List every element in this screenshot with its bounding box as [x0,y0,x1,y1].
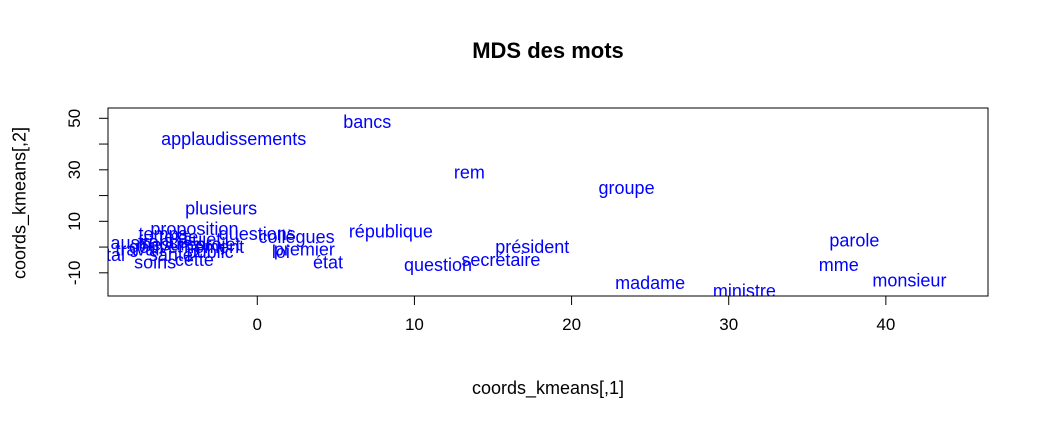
word-label-total: total [91,245,125,265]
y-tick-label: 50 [65,109,84,128]
word-label-sujet: sujet [183,229,221,249]
word-label-loi: loi [272,242,290,262]
word-label-république: république [349,222,433,242]
x-tick-label: 20 [562,315,581,334]
word-label-applaudissements: applaudissements [161,129,306,149]
word-label-groupe: groupe [599,178,655,198]
word-label-parole: parole [829,231,879,251]
x-tick-label: 30 [719,315,738,334]
word-label-mme: mme [819,255,859,275]
x-tick-label: 10 [405,315,424,334]
word-label-ministre: ministre [713,281,776,301]
word-label-travail: travail [115,240,163,260]
word-label-collègues: collègues [259,227,335,247]
word-label-france: france [138,232,188,252]
word-label-soins: soins [134,253,176,273]
x-tick-label: 40 [876,315,895,334]
word-label-gouvernement: gouvernement [129,237,244,257]
word-label-proposition: proposition [150,219,238,239]
word-label-aussi: aussi [111,233,153,253]
word-labels-group: bancs applaudissements rem groupe plusieurs r… [91,112,946,301]
word-label-plusieurs: plusieurs [185,198,257,218]
x-tick-label: 0 [253,315,262,334]
x-axis-label: coords_kmeans[,1] [471,378,625,398]
word-label-madame: madame [615,273,685,293]
word-label-rem: rem [454,162,485,182]
word-label-secrétaire: secrétaire [461,250,540,270]
word-label-monsieur: monsieur [872,271,946,291]
word-label-état: état [313,253,343,273]
word-label-santé: santé [149,245,193,265]
word-label-bancs: bancs [343,112,391,132]
word-label-président: président [495,237,569,257]
axes-group: 0 10 20 30 40 -10 10 30 50 [65,109,895,334]
plot-frame [107,107,989,297]
word-label-public: public [187,242,234,262]
y-tick-label: 30 [65,160,84,179]
y-tick-label: 10 [65,212,84,231]
chart-title: MDS des mots [472,38,624,63]
word-label-projet: projet [195,234,240,254]
word-label-questions: questions [219,224,296,244]
word-label-texte: texte [159,227,198,247]
word-label-temps: temps [138,224,187,244]
word-label-question: question [404,255,472,275]
y-tick-label: -10 [65,261,84,286]
word-label-cette: cette [175,250,214,270]
word-label-mesures: mesures [136,234,205,254]
word-label-premier: premier [274,240,335,260]
